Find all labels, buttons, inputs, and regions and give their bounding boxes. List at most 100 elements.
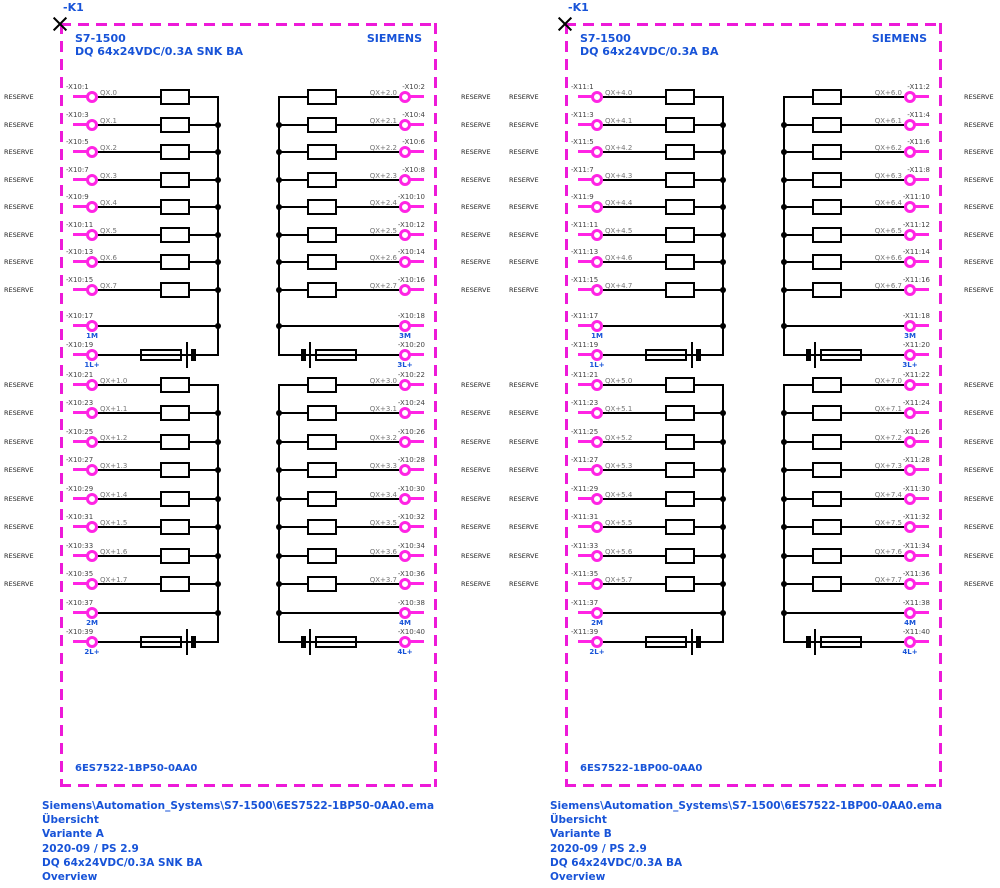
reserve-label: RESERVE [4, 381, 34, 389]
signal-label: QX+7.6 [874, 548, 902, 556]
supply-m-label: 2M [591, 619, 603, 627]
pin-label: -X10:36 [397, 570, 425, 578]
output-wire [603, 526, 724, 528]
pin-label: -X10:8 [402, 166, 425, 174]
supply-m-label: 1M [591, 332, 603, 340]
terminal-circle [591, 436, 603, 448]
load-resistor [307, 199, 337, 215]
signal-label: QX+3.1 [369, 405, 397, 413]
terminal-stub [73, 123, 87, 126]
output-wire [783, 96, 904, 98]
pin-label: -X10:30 [397, 485, 425, 493]
load-resistor [160, 254, 190, 270]
reserve-label: RESERVE [461, 148, 491, 156]
load-resistor [307, 89, 337, 105]
pin-label: -X11:8 [907, 166, 930, 174]
output-wire [98, 96, 219, 98]
terminal-stub [915, 150, 929, 153]
pin-label: -X10:2 [402, 83, 425, 91]
signal-label: QX+7.4 [874, 491, 902, 499]
terminal-stub [915, 411, 929, 414]
load-resistor [812, 491, 842, 507]
terminal-circle [904, 493, 916, 505]
terminal-stub [73, 440, 87, 443]
terminal-stub [73, 525, 87, 528]
pin-label: -X11:36 [902, 570, 930, 578]
terminal-circle [399, 320, 411, 332]
version-label: 2020-09 / PS 2.9 [550, 842, 647, 855]
junction-dot [215, 323, 221, 329]
terminal-stub [915, 554, 929, 557]
terminal-stub [915, 205, 929, 208]
junction-dot [720, 524, 726, 530]
reserve-label: RESERVE [461, 409, 491, 417]
battery-plate-long [186, 629, 188, 655]
pin-label: -X10:17 [66, 312, 94, 320]
junction-dot [781, 524, 787, 530]
pin-label: -X10:12 [397, 221, 425, 229]
m-wire [783, 612, 904, 614]
terminal-circle [399, 119, 411, 131]
signal-label: QX.1 [100, 117, 117, 125]
panel-border-top [565, 23, 942, 26]
output-wire [98, 555, 219, 557]
pin-label: -X10:39 [66, 628, 94, 636]
terminal-circle [904, 521, 916, 533]
load-resistor [665, 117, 695, 133]
pin-label: -X10:37 [66, 599, 94, 607]
load-resistor [160, 117, 190, 133]
junction-dot [781, 439, 787, 445]
terminal-circle [399, 201, 411, 213]
junction-dot [276, 496, 282, 502]
battery-plate-short [191, 349, 196, 361]
signal-label: QX+2.0 [369, 89, 397, 97]
terminal-circle [904, 578, 916, 590]
load-resistor [812, 117, 842, 133]
terminal-circle [86, 578, 98, 590]
terminal-stub [915, 640, 929, 643]
pin-label: -X10:6 [402, 138, 425, 146]
load-resistor [812, 548, 842, 564]
junction-dot [215, 439, 221, 445]
junction-dot [215, 149, 221, 155]
reserve-label: RESERVE [509, 258, 539, 266]
terminal-stub [915, 288, 929, 291]
load-resistor [307, 377, 337, 393]
reserve-label: RESERVE [4, 466, 34, 474]
pin-label: -X10:16 [397, 276, 425, 284]
lplus-wire [304, 354, 399, 356]
signal-label: QX+4.4 [605, 199, 633, 207]
module-model: S7-1500 [580, 32, 631, 45]
lplus-wire [304, 641, 399, 643]
output-wire [783, 151, 904, 153]
load-resistor [665, 254, 695, 270]
junction-dot [781, 553, 787, 559]
terminal-stub [73, 353, 87, 356]
load-resistor [307, 282, 337, 298]
output-wire [603, 179, 724, 181]
reserve-label: RESERVE [964, 258, 994, 266]
supply-bus [783, 384, 785, 643]
load-resistor [665, 172, 695, 188]
pin-label: -X11:12 [902, 221, 930, 229]
battery-bus-wire [701, 641, 724, 643]
pin-label: -X10:15 [66, 276, 94, 284]
signal-label: QX+4.1 [605, 117, 633, 125]
signal-label: QX+1.4 [100, 491, 128, 499]
fuse-symbol [820, 349, 862, 361]
pin-label: -X11:15 [571, 276, 599, 284]
output-wire [278, 289, 399, 291]
terminal-circle [591, 174, 603, 186]
fuse-symbol [645, 636, 687, 648]
load-resistor [160, 144, 190, 160]
pin-label: -X10:11 [66, 221, 94, 229]
junction-dot [781, 496, 787, 502]
terminal-circle [86, 407, 98, 419]
output-wire [783, 289, 904, 291]
output-wire [98, 261, 219, 263]
terminal-stub [410, 123, 424, 126]
terminal-stub [73, 411, 87, 414]
terminal-stub [915, 383, 929, 386]
terminal-stub [915, 497, 929, 500]
